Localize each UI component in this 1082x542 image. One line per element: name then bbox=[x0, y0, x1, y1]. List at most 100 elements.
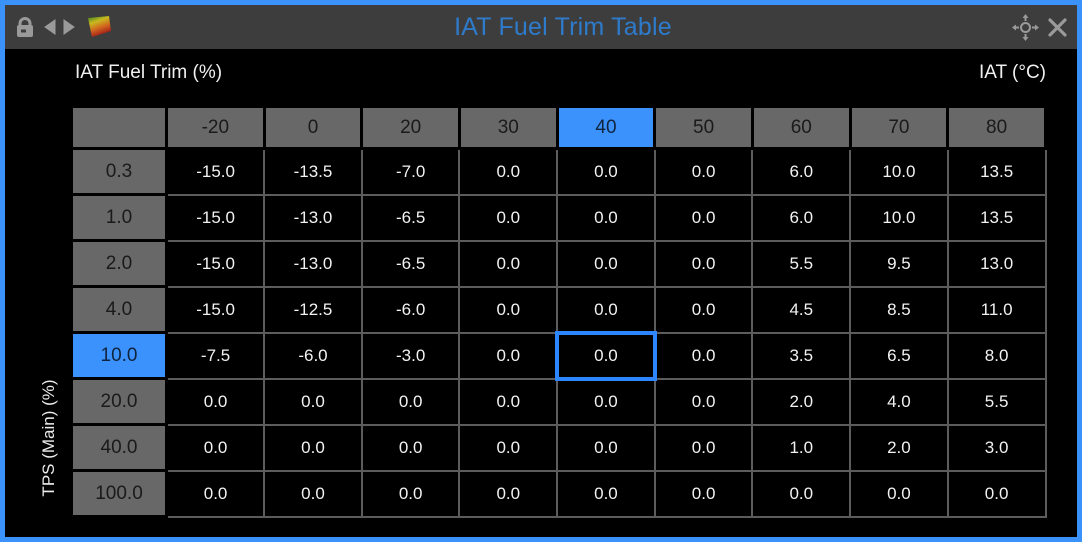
table-cell[interactable]: 1.0 bbox=[751, 423, 852, 472]
table-row: 0.3 -15.0 -13.5 -7.0 0.0 0.0 0.0 6.0 10.0 13.5 bbox=[70, 147, 1047, 196]
table-cell[interactable]: 0.0 bbox=[458, 147, 559, 196]
table-cell[interactable]: -7.5 bbox=[165, 331, 266, 380]
table-cell[interactable]: 0.0 bbox=[653, 423, 754, 472]
table-cell[interactable]: 0.0 bbox=[556, 331, 658, 382]
table-cell[interactable]: -15.0 bbox=[165, 285, 266, 334]
table-cell[interactable]: 10.0 bbox=[849, 147, 949, 196]
table-cell[interactable]: 0.0 bbox=[556, 285, 656, 334]
table-cell[interactable]: 0.0 bbox=[653, 193, 754, 242]
table-cell[interactable]: 10.0 bbox=[849, 193, 949, 242]
table-cell[interactable]: 0.0 bbox=[458, 239, 559, 288]
table-cell[interactable]: 0.0 bbox=[751, 469, 852, 518]
table-cell[interactable]: 0.0 bbox=[458, 377, 559, 426]
table-cell[interactable]: -6.0 bbox=[263, 331, 363, 380]
row-header-2[interactable]: 2.0 bbox=[70, 239, 168, 288]
table-cell[interactable]: 6.0 bbox=[751, 147, 852, 196]
table-cell[interactable]: -7.0 bbox=[360, 147, 461, 196]
next-arrow-icon[interactable] bbox=[63, 19, 75, 35]
table-cell[interactable]: 0.0 bbox=[653, 331, 754, 380]
table-cell[interactable]: 9.5 bbox=[849, 239, 949, 288]
table-cell[interactable]: 4.5 bbox=[751, 285, 852, 334]
row-header-100[interactable]: 100.0 bbox=[70, 469, 168, 518]
table-cell[interactable]: 0.0 bbox=[263, 469, 363, 518]
table-cell[interactable]: 0.0 bbox=[556, 377, 656, 426]
table-cell[interactable]: 5.5 bbox=[751, 239, 852, 288]
table-cell[interactable]: 0.0 bbox=[946, 469, 1047, 518]
table-cell[interactable]: 0.0 bbox=[165, 423, 266, 472]
table-cell[interactable]: 0.0 bbox=[653, 469, 754, 518]
table-cell[interactable]: 13.0 bbox=[946, 239, 1047, 288]
table-cell[interactable]: -13.0 bbox=[263, 193, 363, 242]
table-cell[interactable]: 0.0 bbox=[849, 469, 949, 518]
row-header-40[interactable]: 40.0 bbox=[70, 423, 168, 472]
table-cell[interactable]: 0.0 bbox=[556, 147, 656, 196]
table-cell[interactable]: 0.0 bbox=[360, 469, 461, 518]
row-header-20[interactable]: 20.0 bbox=[70, 377, 168, 426]
table-cell[interactable]: 13.5 bbox=[946, 193, 1047, 242]
table-cell[interactable]: -3.0 bbox=[360, 331, 461, 380]
table-cell[interactable]: 5.5 bbox=[946, 377, 1047, 426]
prev-arrow-icon[interactable] bbox=[44, 19, 56, 35]
table-cell[interactable]: -15.0 bbox=[165, 147, 266, 196]
table-cell[interactable]: 0.0 bbox=[556, 239, 656, 288]
table-cell[interactable]: 2.0 bbox=[849, 423, 949, 472]
table-cell[interactable]: 0.0 bbox=[458, 193, 559, 242]
table-cell[interactable]: 0.0 bbox=[263, 377, 363, 426]
table-cell[interactable]: -13.0 bbox=[263, 239, 363, 288]
table-cell[interactable]: 0.0 bbox=[653, 239, 754, 288]
table-cell[interactable]: -6.5 bbox=[360, 193, 461, 242]
col-header-70[interactable]: 70 bbox=[848, 105, 950, 150]
row-header-10[interactable]: 10.0 bbox=[70, 331, 168, 380]
col-header-20[interactable]: 20 bbox=[360, 105, 461, 150]
table-cell[interactable]: 0.0 bbox=[556, 193, 656, 242]
table-cell[interactable]: 0.0 bbox=[360, 423, 461, 472]
col-header--20[interactable]: -20 bbox=[165, 105, 266, 150]
table-cell[interactable]: 8.0 bbox=[946, 331, 1047, 380]
value-axis-label: IAT Fuel Trim (%) bbox=[75, 62, 223, 83]
col-header-0[interactable]: 0 bbox=[262, 105, 364, 150]
table-cell[interactable]: 0.0 bbox=[556, 469, 656, 518]
table-cell[interactable]: 0.0 bbox=[458, 423, 559, 472]
table-cell[interactable]: 0.0 bbox=[263, 423, 363, 472]
table-cell[interactable]: 0.0 bbox=[458, 469, 559, 518]
table-cell[interactable]: 8.5 bbox=[849, 285, 949, 334]
row-header-1[interactable]: 1.0 bbox=[70, 193, 168, 242]
table-cell[interactable]: 0.0 bbox=[458, 331, 559, 380]
col-header-40[interactable]: 40 bbox=[555, 105, 657, 150]
table-cell[interactable]: 0.0 bbox=[165, 377, 266, 426]
table-cell[interactable]: 0.0 bbox=[458, 285, 559, 334]
table-map-icon[interactable] bbox=[82, 14, 114, 40]
row-header-4[interactable]: 4.0 bbox=[70, 285, 168, 334]
table-cell[interactable]: 6.5 bbox=[849, 331, 949, 380]
table-cell[interactable]: 4.0 bbox=[849, 377, 949, 426]
row-header-0.3[interactable]: 0.3 bbox=[70, 147, 168, 196]
table-cell[interactable]: -6.0 bbox=[360, 285, 461, 334]
table-cell[interactable]: -12.5 bbox=[263, 285, 363, 334]
table-cell[interactable]: 6.0 bbox=[751, 193, 852, 242]
close-icon[interactable] bbox=[1046, 16, 1069, 39]
lock-icon[interactable] bbox=[13, 16, 37, 39]
col-header-60[interactable]: 60 bbox=[750, 105, 852, 150]
table-cell[interactable]: 0.0 bbox=[653, 377, 754, 426]
titlebar[interactable]: IAT Fuel Trim Table bbox=[5, 5, 1077, 49]
table-cell[interactable]: -13.5 bbox=[263, 147, 363, 196]
table-cell[interactable]: 0.0 bbox=[556, 423, 656, 472]
table-cell[interactable]: 0.0 bbox=[360, 377, 461, 426]
table-cell[interactable]: 0.0 bbox=[653, 285, 754, 334]
table-cell[interactable]: 0.0 bbox=[165, 469, 266, 518]
table-cell[interactable]: 0.0 bbox=[653, 147, 754, 196]
table-row: 1.0 -15.0 -13.0 -6.5 0.0 0.0 0.0 6.0 10.0 13.5 bbox=[70, 193, 1047, 242]
col-header-80[interactable]: 80 bbox=[946, 105, 1047, 150]
table-cell[interactable]: -15.0 bbox=[165, 239, 266, 288]
col-header-50[interactable]: 50 bbox=[653, 105, 754, 150]
move-icon[interactable] bbox=[1012, 13, 1039, 41]
table-cell[interactable]: 13.5 bbox=[946, 147, 1047, 196]
table-cell[interactable]: 11.0 bbox=[946, 285, 1047, 334]
col-header-30[interactable]: 30 bbox=[457, 105, 559, 150]
corner-header bbox=[70, 105, 168, 150]
table-cell[interactable]: 3.0 bbox=[946, 423, 1047, 472]
table-cell[interactable]: 2.0 bbox=[751, 377, 852, 426]
table-cell[interactable]: -15.0 bbox=[165, 193, 266, 242]
table-cell[interactable]: -6.5 bbox=[360, 239, 461, 288]
table-cell[interactable]: 3.5 bbox=[751, 331, 852, 380]
